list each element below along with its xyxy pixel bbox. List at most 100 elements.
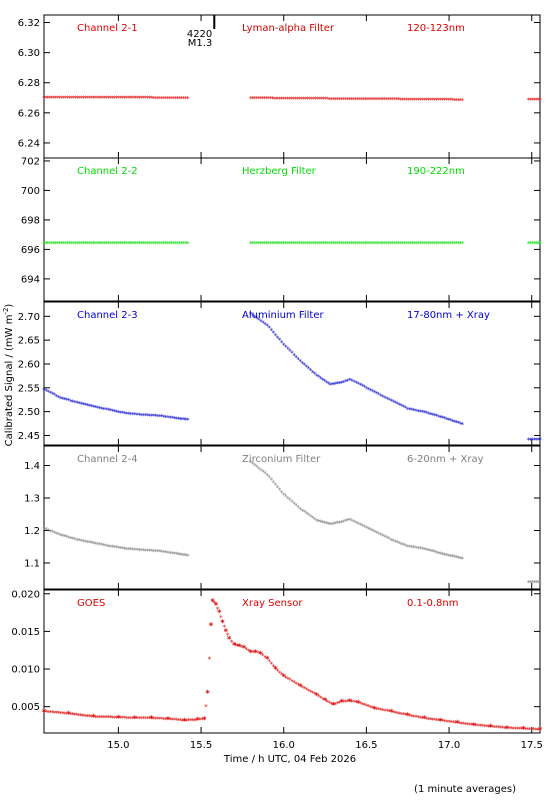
data-point: * [451,240,455,248]
data-point: * [106,407,110,415]
data-point: * [67,397,71,405]
data-point: * [48,528,52,536]
data-point: * [406,712,410,720]
data-point: * [447,552,451,560]
data-point: * [410,407,414,415]
data-point: * [396,401,400,409]
data-point: * [417,96,421,104]
data-point: * [308,96,312,104]
data-point: * [66,94,70,102]
data-point: * [361,383,365,391]
data-point: * [164,716,168,724]
data-point: * [369,704,373,712]
data-point: * [433,97,437,105]
data-point: * [330,240,334,248]
data-point: * [86,240,90,248]
data-point: * [115,714,119,722]
data-point: * [404,405,408,413]
data-point: * [311,514,315,522]
data-point-sample: * [237,642,242,652]
panel-channel-label: Channel 2-2 [77,166,138,177]
data-point: * [288,95,292,103]
data-point: * [394,400,398,408]
data-point: * [433,549,437,557]
data-point: * [316,96,320,104]
data-point: * [309,688,313,696]
data-point: * [274,482,278,490]
data-point: * [453,554,457,562]
data-point: * [310,240,314,248]
data-point: * [148,715,152,723]
data-point: * [90,403,94,411]
data-point: * [536,240,540,248]
data-point: * [365,702,369,710]
data-point: * [435,717,439,725]
data-point: * [527,437,531,445]
data-point: * [89,94,93,102]
data-point: * [288,240,292,248]
data-point: * [44,709,48,717]
data-point: * [278,669,282,677]
data-point: * [439,97,443,105]
data-point: * [109,240,113,248]
data-point: * [128,240,132,248]
data-point: * [409,240,413,248]
data-point: * [137,412,141,420]
data-point: * [268,658,272,666]
data-point: * [52,94,56,102]
data-point: * [268,95,272,103]
y-tick-label: 700 [21,186,40,197]
data-point: * [204,703,208,711]
data-point: * [198,716,202,724]
data-point: * [358,700,362,708]
data-point: * [146,240,150,248]
data-point: * [414,407,418,415]
data-point: * [346,377,350,385]
data-point: * [130,95,134,103]
data-point: * [99,240,103,248]
data-point: * [445,552,449,560]
data-point: * [538,437,542,445]
data-point: * [532,240,536,248]
data-point-sample: * [232,641,237,651]
data-point: * [257,316,261,324]
data-point: * [407,96,411,104]
data-point: * [489,723,493,731]
data-point: * [324,240,328,248]
data-point: * [259,650,263,658]
data-point: * [389,398,393,406]
data-point: * [109,714,113,722]
panel-filter-label: Zirconium Filter [242,454,321,465]
data-point: * [369,96,373,104]
data-point: * [425,546,429,554]
panel-frame [43,301,541,446]
data-point: * [328,96,332,104]
data-point: * [266,240,270,248]
data-point: * [127,715,131,723]
data-point: * [270,95,274,103]
data-point: * [186,552,190,560]
data-point: * [534,579,538,587]
data-point: * [180,416,184,424]
data-point: * [170,95,174,103]
data-point: * [86,94,90,102]
data-point: * [213,600,217,608]
data-point: * [387,96,391,104]
data-point-sample: * [281,673,286,683]
data-point: * [185,717,189,725]
data-point: * [294,95,298,103]
data-point-sample: * [472,721,477,731]
data-point: * [42,708,46,716]
data-point: * [391,96,395,104]
data-point: * [42,240,46,248]
data-point: * [76,240,80,248]
data-point: * [499,724,503,732]
data-point: * [417,240,421,248]
data-point: * [60,240,64,248]
data-point: * [117,240,121,248]
data-point: * [352,519,356,527]
data-point: * [400,541,404,549]
panel-frame [43,157,541,302]
data-point: * [441,718,445,726]
data-point: * [325,698,329,706]
